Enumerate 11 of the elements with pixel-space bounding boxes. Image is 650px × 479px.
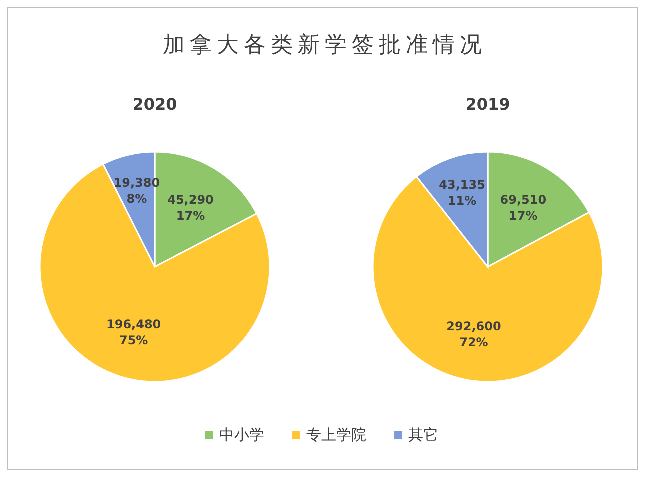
data-label: 196,480 75% [106,318,162,348]
data-label: 43,135 11% [439,178,486,208]
chart-subtitle: 2019 [466,95,510,114]
legend-label: 专上学院 [306,426,366,444]
chart-subtitle: 2020 [132,95,178,114]
legend-label: 中小学 [220,426,264,444]
data-label: 69,510 17% [500,192,547,223]
data-label: 45,290 17% [168,192,214,223]
data-label: 292,600 72% [446,320,502,350]
legend-label: 其它 [408,426,438,444]
chart-title: 加拿大各类新学签批准情况 [163,33,487,58]
